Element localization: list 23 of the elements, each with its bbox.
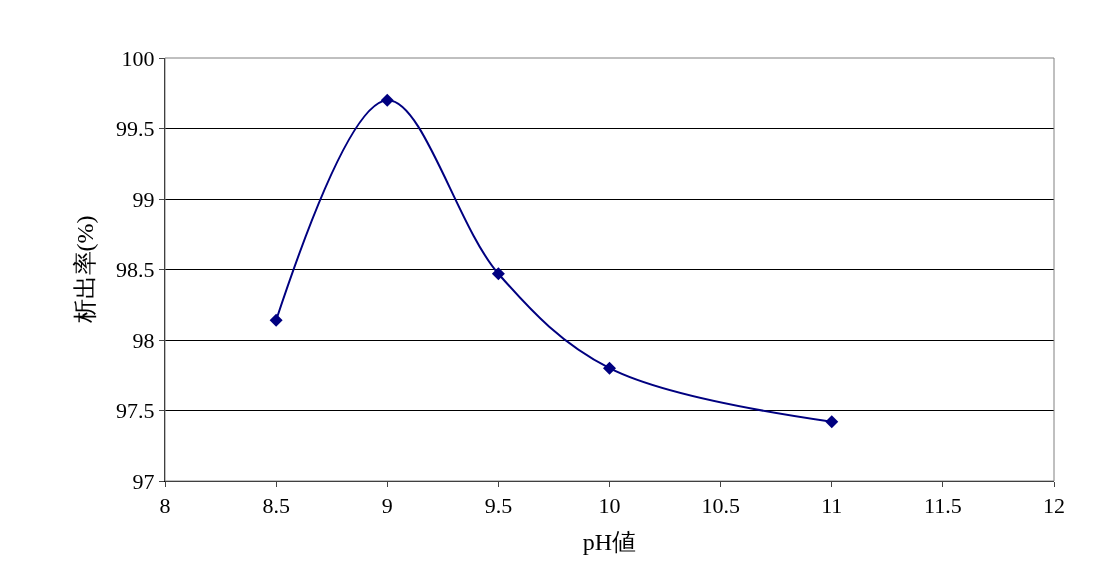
x-tick-label: 11 (821, 493, 843, 519)
y-tick-label: 98.5 (116, 257, 155, 283)
x-tick-label: 9.5 (484, 493, 513, 519)
x-tick-label: 9 (381, 493, 393, 519)
point (491, 267, 505, 281)
y-tick-label: 99.5 (116, 116, 155, 142)
x-tick-label: 11.5 (924, 493, 962, 519)
x-tick-label: 8.5 (262, 493, 290, 519)
y-tick-label: 97 (132, 468, 155, 494)
point (825, 415, 839, 429)
point (380, 93, 394, 107)
point (603, 361, 616, 375)
y-axis-title: 析出率(%) (72, 215, 99, 325)
y-tick-label: 97.5 (116, 398, 155, 424)
x-tick-label: 12 (1043, 493, 1065, 519)
x-tick-label: 10.5 (701, 493, 740, 519)
y-tick-label: 99 (132, 186, 155, 212)
y-tick-label: 100 (121, 45, 155, 71)
y-tick-label: 98 (132, 327, 155, 353)
point (269, 313, 283, 327)
x-tick-label: 8 (159, 493, 171, 519)
x-axis-title: pH値 (582, 528, 637, 555)
x-tick-label: 10 (598, 493, 621, 519)
